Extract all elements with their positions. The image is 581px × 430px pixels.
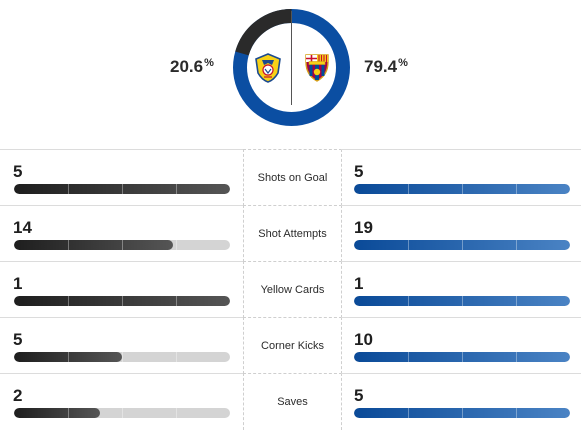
away-stat-cell: 10 <box>341 317 581 374</box>
home-stat-value: 1 <box>13 274 23 293</box>
home-stat-bar <box>14 352 230 362</box>
away-possession-value: 79.4 <box>364 57 398 76</box>
home-possession-percent: 20.6% <box>170 56 214 78</box>
away-stat-value: 10 <box>354 330 373 349</box>
bar-segment-divider <box>408 408 409 418</box>
bar-segment-divider <box>68 296 69 306</box>
home-stat-bar <box>14 184 230 194</box>
home-stat-bar <box>14 408 230 418</box>
home-stat-cell: 5 <box>0 317 243 374</box>
away-stat-bar <box>354 408 570 418</box>
stat-row: 1 Yellow Cards 1 <box>0 261 581 318</box>
home-stat-bar-fill <box>14 296 230 306</box>
home-percent-sign: % <box>204 57 214 69</box>
away-stat-value: 5 <box>354 386 364 405</box>
bar-segment-divider <box>176 408 177 418</box>
home-stat-value: 14 <box>13 218 32 237</box>
away-stat-cell: 19 <box>341 205 581 262</box>
bar-segment-divider <box>516 240 517 250</box>
bar-segment-divider <box>462 240 463 250</box>
bar-segment-divider <box>408 240 409 250</box>
bar-segment-divider <box>462 184 463 194</box>
bar-segment-divider <box>516 296 517 306</box>
bar-segment-divider <box>68 352 69 362</box>
bar-segment-divider <box>408 296 409 306</box>
bar-segment-divider <box>122 240 123 250</box>
bar-segment-divider <box>462 352 463 362</box>
home-stat-bar-fill <box>14 408 100 418</box>
bar-segment-divider <box>122 184 123 194</box>
away-stat-cell: 5 <box>341 373 581 430</box>
bar-segment-divider <box>68 184 69 194</box>
bar-segment-divider <box>176 352 177 362</box>
bar-segment-divider <box>122 352 123 362</box>
bar-segment-divider <box>462 408 463 418</box>
away-stat-cell: 5 <box>341 149 581 206</box>
away-stat-bar-fill <box>354 296 570 306</box>
away-stat-value: 1 <box>354 274 364 293</box>
away-stat-bar <box>354 296 570 306</box>
away-stat-value: 19 <box>354 218 373 237</box>
donut-home-arc <box>235 9 292 56</box>
away-stat-bar-fill <box>354 352 570 362</box>
stat-row: 5 Shots on Goal 5 <box>0 149 581 206</box>
bar-segment-divider <box>516 184 517 194</box>
home-stat-bar-fill <box>14 352 122 362</box>
bar-segment-divider <box>68 240 69 250</box>
home-stat-cell: 1 <box>0 261 243 318</box>
bar-segment-divider <box>176 240 177 250</box>
stat-row: 2 Saves 5 <box>0 373 581 430</box>
bar-segment-divider <box>408 184 409 194</box>
away-stat-value: 5 <box>354 162 364 181</box>
home-possession-value: 20.6 <box>170 57 204 76</box>
bar-segment-divider <box>462 296 463 306</box>
bar-segment-divider <box>122 296 123 306</box>
bar-segment-divider <box>122 408 123 418</box>
home-stat-bar-fill <box>14 240 173 250</box>
stat-label: Shots on Goal <box>243 149 342 206</box>
away-stat-cell: 1 <box>341 261 581 318</box>
home-stat-cell: 14 <box>0 205 243 262</box>
bar-segment-divider <box>176 296 177 306</box>
home-stat-value: 5 <box>13 330 23 349</box>
away-possession-percent: 79.4% <box>364 56 408 78</box>
stat-row: 5 Corner Kicks 10 <box>0 317 581 374</box>
bar-segment-divider <box>68 408 69 418</box>
away-percent-sign: % <box>398 57 408 69</box>
bar-segment-divider <box>516 352 517 362</box>
away-stat-bar-fill <box>354 240 570 250</box>
stat-label: Corner Kicks <box>243 317 342 374</box>
stat-label: Yellow Cards <box>243 261 342 318</box>
bar-segment-divider <box>516 408 517 418</box>
villarreal-crest-icon <box>255 53 281 83</box>
away-stat-bar <box>354 352 570 362</box>
match-stats-table: 5 Shots on Goal 5 14 Shot Attempts 19 <box>0 149 581 430</box>
home-stat-value: 2 <box>13 386 23 405</box>
bar-segment-divider <box>408 352 409 362</box>
home-stat-cell: 2 <box>0 373 243 430</box>
home-stat-cell: 5 <box>0 149 243 206</box>
stat-label: Saves <box>243 373 342 430</box>
away-stat-bar <box>354 240 570 250</box>
stat-row: 14 Shot Attempts 19 <box>0 205 581 262</box>
away-stat-bar-fill <box>354 408 570 418</box>
barcelona-crest-icon <box>305 54 329 82</box>
away-stat-bar <box>354 184 570 194</box>
home-stat-bar-fill <box>14 184 230 194</box>
home-stat-value: 5 <box>13 162 23 181</box>
possession-summary: 20.6% 79.4% <box>0 0 581 146</box>
away-stat-bar-fill <box>354 184 570 194</box>
home-stat-bar <box>14 240 230 250</box>
stat-label: Shot Attempts <box>243 205 342 262</box>
bar-segment-divider <box>176 184 177 194</box>
home-stat-bar <box>14 296 230 306</box>
possession-donut <box>233 9 350 126</box>
